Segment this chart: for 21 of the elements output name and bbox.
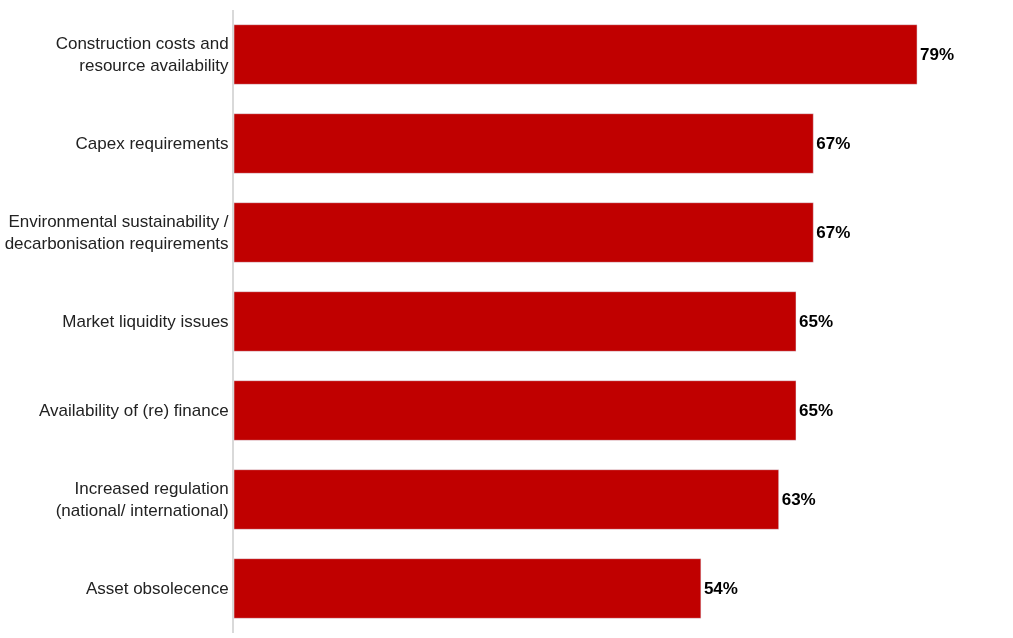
y-tick-label: Market liquidity issues	[62, 312, 229, 332]
bar	[234, 380, 797, 441]
y-tick-label: Availability of (re) finance	[38, 401, 229, 421]
y-tick-label: Asset obsolecence	[85, 579, 229, 599]
y-tick-label: Increased regulation (national/ international)	[55, 479, 229, 521]
bar	[234, 24, 918, 85]
y-tick-label: Construction costs and resource availability	[55, 34, 230, 76]
bar	[234, 469, 779, 530]
data-label: 54%	[703, 578, 738, 598]
bar	[234, 558, 702, 619]
data-label: 63%	[781, 490, 816, 510]
data-label: 67%	[816, 134, 851, 154]
y-tick-label: Capex requirements	[75, 134, 229, 154]
data-label: 67%	[816, 223, 851, 243]
data-label: 65%	[799, 401, 834, 421]
bar	[234, 113, 814, 174]
bar	[234, 291, 797, 352]
y-tick-label: Environmental sustainability / decarbonisation requirements	[4, 212, 229, 254]
data-label: 65%	[799, 312, 834, 332]
data-label: 79%	[920, 45, 955, 65]
bar	[234, 202, 814, 263]
